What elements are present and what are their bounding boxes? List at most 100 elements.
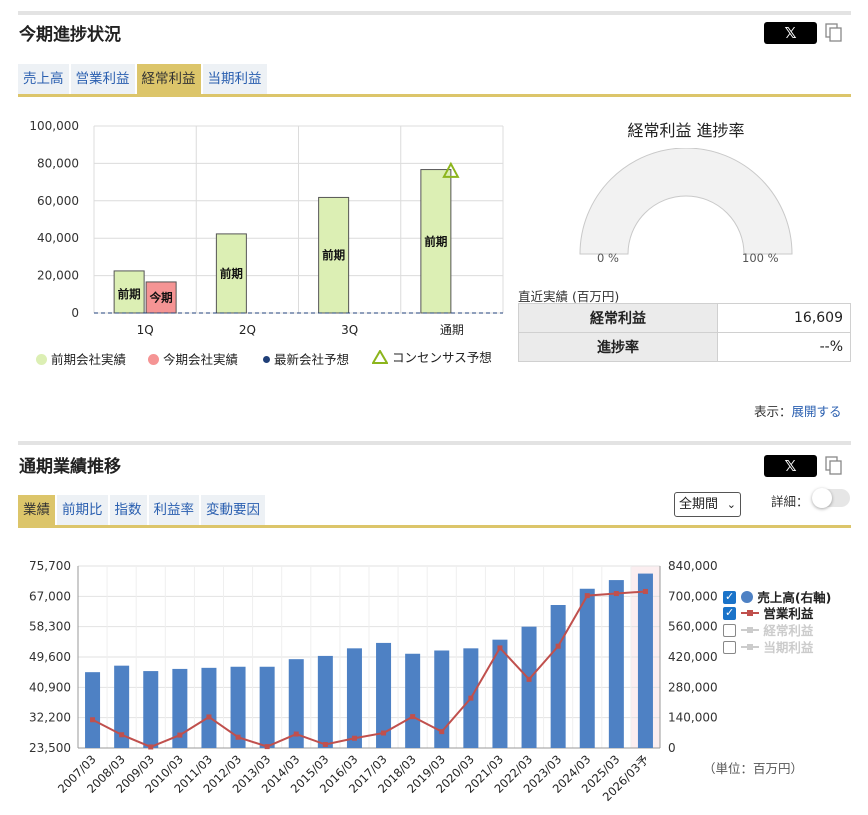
legend-net-profit[interactable]: 当期利益	[741, 637, 813, 656]
y-right-tick-label: 700,000	[668, 589, 718, 603]
tab-results[interactable]: 業績	[18, 495, 55, 525]
op-profit-point	[90, 717, 96, 723]
net-profit-checkbox[interactable]	[723, 641, 736, 654]
op-profit-point	[381, 730, 387, 736]
op-profit-point	[468, 695, 474, 701]
sales-bar	[521, 626, 537, 748]
op-profit-point	[235, 734, 241, 740]
sales-checkbox[interactable]	[723, 590, 736, 604]
period-select[interactable]: 全期間 ⌄	[674, 492, 741, 517]
tab-index[interactable]: 指数	[109, 495, 147, 525]
quarterly-progress-chart: 100,000 80,000 60,000 40,000 20,000 0 前期 今期 1Q 前期…	[29, 119, 504, 337]
share-x-button[interactable]: 𝕏	[764, 455, 817, 477]
bar-prev	[215, 233, 247, 314]
op-profit-point	[119, 732, 125, 738]
bar-prev	[420, 169, 452, 314]
sales-bar	[114, 665, 130, 748]
tab-underline	[18, 94, 851, 97]
bar-curr	[145, 281, 177, 314]
legend-op-profit[interactable]: 営業利益	[741, 603, 813, 622]
bar-curr-label: 今期	[149, 290, 173, 304]
x-tick-label: 通期	[440, 323, 464, 337]
legend-op-profit-label: 営業利益	[763, 606, 814, 621]
op-profit-point	[555, 643, 561, 649]
legend-curr: 今期会社実績	[148, 349, 238, 368]
y-tick-label: 80,000	[37, 156, 79, 170]
share-x-button[interactable]: 𝕏	[764, 22, 817, 44]
y-right-tick-label: 420,000	[668, 650, 718, 664]
legend-ord-profit[interactable]: 経常利益	[741, 620, 813, 639]
legend-forecast-label: 最新会社予想	[273, 352, 349, 367]
tab-yoy[interactable]: 前期比	[57, 495, 108, 525]
legend-net-profit-label: 当期利益	[763, 640, 814, 655]
tab-operating-profit[interactable]: 営業利益	[70, 64, 135, 94]
sales-bar	[172, 668, 188, 748]
x-tick-label: 2Q	[239, 323, 256, 337]
history-tabs: 業績 前期比 指数 利益率 変動要因	[18, 495, 265, 525]
op-profit-point	[264, 744, 270, 750]
sales-bar	[434, 650, 450, 748]
y-tick-label: 60,000	[37, 194, 79, 208]
copy-icon[interactable]	[825, 456, 843, 476]
legend-sales-label: 売上高(右軸)	[757, 590, 832, 605]
bar-prev-label: 前期	[118, 287, 141, 301]
bar-prev	[318, 196, 350, 314]
op-profit-point	[642, 588, 648, 594]
copy-icon[interactable]	[825, 23, 843, 43]
tab-sales[interactable]: 売上高	[18, 64, 69, 94]
legend-prev-label: 前期会社実績	[50, 352, 126, 367]
progress-section-title: 今期進捗状況	[19, 25, 121, 45]
sales-bar	[143, 671, 159, 748]
y-right-tick-label: 140,000	[668, 711, 718, 725]
sales-bar	[608, 580, 624, 748]
section-divider	[18, 441, 851, 445]
ord-profit-checkbox[interactable]	[723, 624, 736, 637]
y-tick-label: 20,000	[37, 269, 79, 283]
tab-factors[interactable]: 変動要因	[201, 495, 265, 525]
op-profit-checkbox[interactable]	[723, 606, 736, 620]
toggle-knob	[812, 488, 832, 508]
y-left-tick-label: 23,500	[29, 741, 71, 755]
x-tick-label: 1Q	[137, 323, 154, 337]
sales-bar	[288, 659, 304, 748]
bar-prev-label: 前期	[322, 248, 345, 262]
results-table: 経常利益 16,609 進捗率 --%	[518, 303, 851, 362]
legend-consensus: コンセンサス予想	[371, 347, 492, 366]
tab-ordinary-profit[interactable]: 経常利益	[136, 64, 201, 94]
y-left-tick-label: 32,200	[29, 711, 71, 725]
gauge-title: 経常利益 進捗率	[627, 121, 745, 140]
history-section-title: 通期業績推移	[19, 457, 121, 477]
sales-bar	[346, 648, 362, 748]
y-left-tick-label: 58,300	[29, 620, 71, 634]
y-right-tick-label: 560,000	[668, 620, 718, 634]
sales-bar	[376, 642, 392, 748]
legend-consensus-label: コンセンサス予想	[391, 350, 492, 365]
op-profit-point	[613, 591, 619, 597]
legend-sales[interactable]: 売上高(右軸)	[741, 587, 831, 606]
y-left-tick-label: 67,000	[29, 589, 71, 603]
op-profit-point	[439, 729, 445, 735]
tab-net-profit[interactable]: 当期利益	[202, 64, 267, 94]
op-profit-point	[410, 714, 416, 720]
gauge-max-label: 100 %	[742, 251, 779, 265]
legend-ord-profit-label: 経常利益	[763, 623, 814, 638]
y-left-tick-label: 40,900	[29, 680, 71, 694]
legend-forecast: 最新会社予想	[263, 349, 349, 368]
sales-bar	[85, 672, 101, 748]
results-row1-value: 16,609	[717, 303, 851, 333]
y-tick-label: 0	[71, 306, 79, 320]
legend-curr-swatch	[148, 354, 159, 365]
y-tick-label: 100,000	[29, 119, 79, 133]
detail-toggle[interactable]	[812, 488, 850, 508]
y-left-tick-label: 75,700	[29, 559, 71, 573]
results-row2-value: --%	[717, 332, 851, 362]
tab-margin[interactable]: 利益率	[148, 495, 199, 525]
op-profit-point	[206, 714, 212, 720]
sales-bar	[230, 666, 246, 748]
annual-results-chart: 75,700 840,000 67,000 700,000 58,300 560,000 4…	[29, 559, 718, 804]
sales-bar	[201, 667, 217, 748]
expand-link[interactable]: 展開する	[791, 404, 842, 419]
table-row: 進捗率 --%	[518, 332, 851, 362]
gauge-min-label: 0 %	[597, 251, 619, 265]
display-toggle: 表示：展開する	[754, 401, 842, 420]
